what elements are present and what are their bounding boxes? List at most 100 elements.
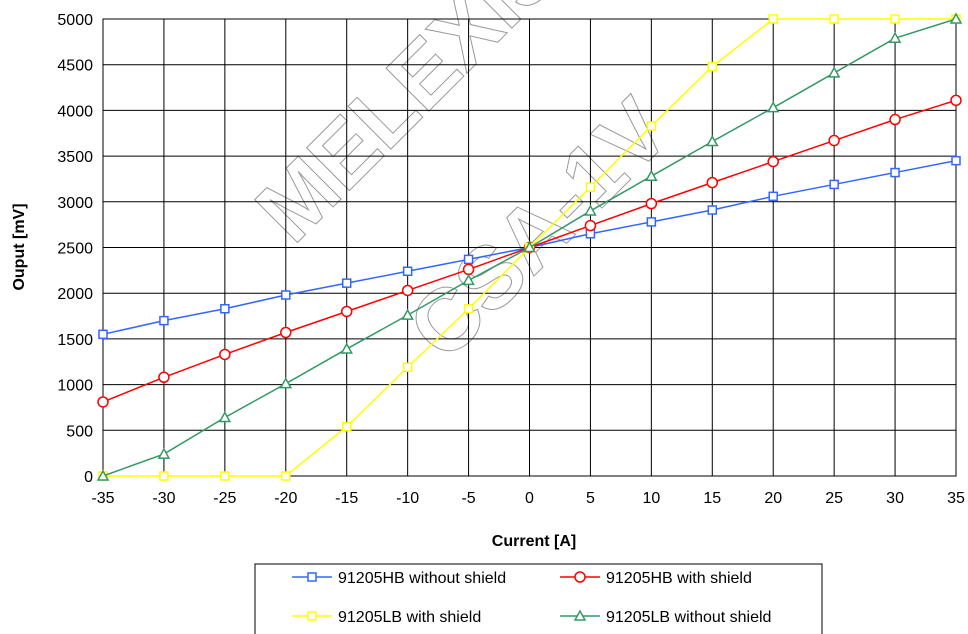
y-tick-label: 500 bbox=[66, 423, 93, 440]
data-point bbox=[462, 263, 475, 276]
data-point bbox=[523, 240, 536, 253]
data-point bbox=[463, 303, 474, 314]
data-point bbox=[646, 121, 657, 131]
x-tick-label: 35 bbox=[947, 490, 965, 507]
data-point bbox=[219, 348, 231, 361]
data-point bbox=[220, 471, 230, 481]
data-point bbox=[340, 342, 353, 354]
data-point bbox=[890, 14, 900, 24]
data-point bbox=[767, 155, 779, 168]
data-point bbox=[890, 167, 900, 178]
x-tick-label: 25 bbox=[825, 490, 843, 507]
data-point bbox=[218, 410, 232, 423]
x-tick-label: 30 bbox=[886, 490, 904, 507]
y-tick-label: 2500 bbox=[57, 241, 93, 258]
x-tick-label: 20 bbox=[764, 490, 782, 507]
x-tick-label: 5 bbox=[586, 490, 595, 507]
data-point bbox=[828, 134, 840, 147]
y-tick-label: 4000 bbox=[57, 103, 93, 120]
data-point bbox=[402, 362, 413, 372]
x-tick-label: -15 bbox=[335, 490, 358, 507]
y-tick-label: 0 bbox=[84, 469, 93, 486]
data-point bbox=[401, 284, 414, 297]
y-tick-label: 3500 bbox=[57, 149, 93, 166]
data-point bbox=[707, 205, 718, 215]
data-point bbox=[645, 169, 658, 181]
data-point bbox=[888, 31, 902, 43]
x-tick-label: -30 bbox=[152, 490, 175, 507]
y-axis-title: Ouput [mV] bbox=[11, 203, 28, 290]
data-point bbox=[829, 179, 839, 190]
data-point bbox=[766, 101, 780, 113]
data-point bbox=[706, 134, 719, 147]
data-point bbox=[585, 182, 596, 192]
data-point bbox=[402, 266, 413, 277]
series-4 bbox=[96, 12, 963, 481]
y-tick-label: 5000 bbox=[57, 12, 93, 29]
data-point bbox=[645, 197, 658, 210]
data-point bbox=[401, 308, 414, 320]
legend-marker bbox=[307, 572, 317, 582]
data-point bbox=[281, 471, 291, 481]
legend-label: 91205LB without shield bbox=[606, 609, 771, 626]
data-point bbox=[707, 61, 718, 72]
y-tick-label: 4500 bbox=[57, 58, 93, 75]
x-axis-title: Current [A] bbox=[492, 533, 576, 550]
legend-marker bbox=[307, 611, 317, 621]
data-point bbox=[827, 66, 841, 78]
legend-item: 91205HB without shield bbox=[292, 570, 506, 587]
x-tick-label: 0 bbox=[525, 490, 534, 507]
data-point bbox=[584, 204, 597, 216]
data-point bbox=[281, 290, 291, 300]
legend-item: 91205LB with shield bbox=[292, 609, 481, 626]
data-point bbox=[98, 329, 108, 340]
plot-area-border bbox=[102, 18, 957, 477]
data-point bbox=[159, 315, 169, 326]
data-point bbox=[463, 254, 474, 265]
x-tick-label: -20 bbox=[274, 490, 297, 507]
data-point bbox=[279, 377, 293, 389]
legend-marker bbox=[573, 609, 587, 621]
data-point bbox=[951, 155, 961, 166]
x-tick-label: 10 bbox=[642, 490, 660, 507]
tick-labels: -35 -30 -25 -20 -15 -10 -5 0 5 10 15 20 25 30 35 0 500 10… bbox=[57, 12, 965, 507]
legend-item: 91205LB without shield bbox=[560, 609, 771, 626]
legend-label: 91205LB with shield bbox=[338, 609, 481, 626]
data-point bbox=[341, 421, 352, 432]
legend-marker bbox=[574, 571, 586, 583]
y-tick-label: 1500 bbox=[57, 332, 93, 349]
legend-box bbox=[254, 563, 823, 634]
y-tick-label: 3000 bbox=[57, 195, 93, 212]
x-tick-label: -5 bbox=[461, 490, 475, 507]
data-point bbox=[220, 303, 230, 314]
legend-label: 91205HB with shield bbox=[606, 570, 752, 587]
data-point bbox=[97, 396, 109, 408]
data-point bbox=[950, 94, 962, 107]
data-point bbox=[584, 219, 597, 232]
data-point bbox=[157, 447, 171, 459]
x-tick-label: -25 bbox=[213, 490, 236, 507]
data-point bbox=[340, 305, 353, 318]
x-tick-label: -10 bbox=[396, 490, 419, 507]
data-point bbox=[646, 217, 657, 227]
series-group bbox=[96, 12, 963, 481]
data-point bbox=[829, 14, 839, 24]
data-point bbox=[341, 278, 352, 288]
data-point bbox=[158, 371, 170, 384]
y-tick-label: 2000 bbox=[57, 286, 93, 303]
data-point bbox=[462, 273, 475, 286]
data-point bbox=[706, 176, 719, 189]
data-point bbox=[889, 113, 901, 126]
y-tick-label: 1000 bbox=[57, 378, 93, 395]
data-point bbox=[768, 191, 778, 202]
data-point bbox=[159, 471, 169, 481]
data-point bbox=[949, 12, 963, 24]
legend-item: 91205HB with shield bbox=[560, 570, 752, 587]
data-point bbox=[96, 469, 110, 481]
data-point bbox=[768, 14, 778, 24]
data-point bbox=[280, 326, 292, 339]
legend: 91205HB without shield 91205HB with shiel… bbox=[254, 563, 823, 634]
x-tick-label: 15 bbox=[703, 490, 721, 507]
